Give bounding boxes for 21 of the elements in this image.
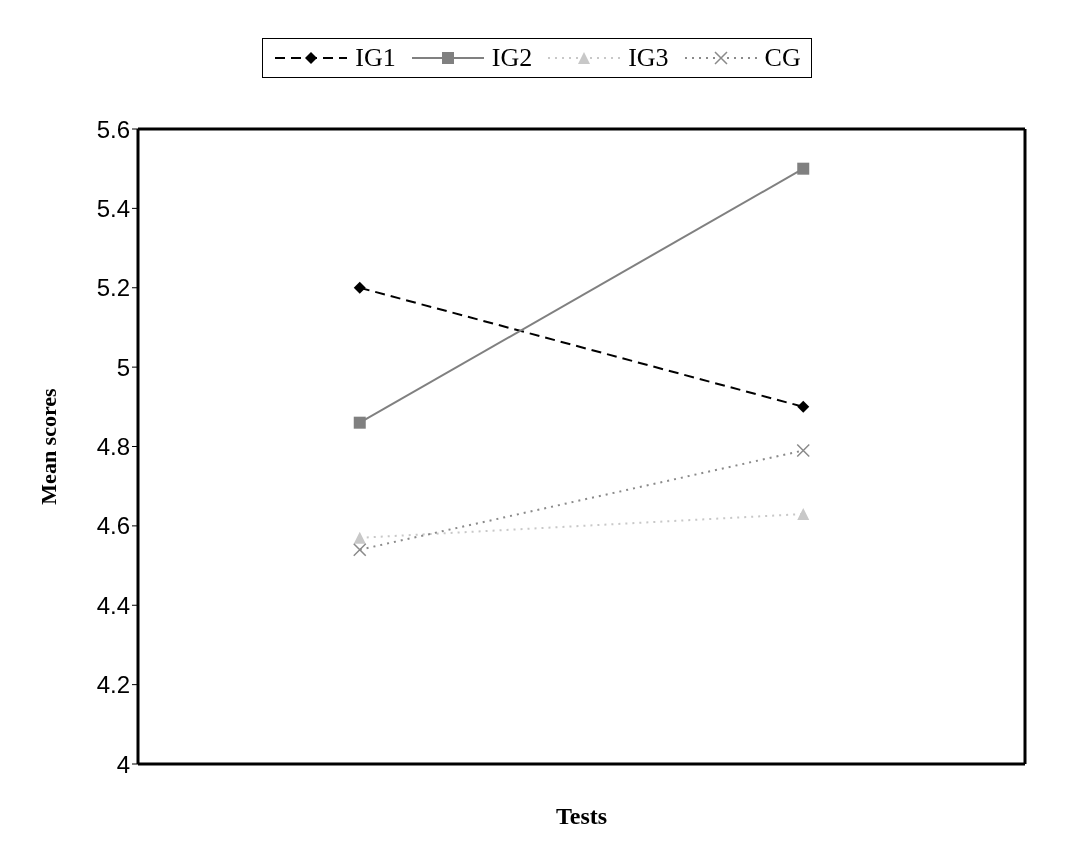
legend-label: IG2 — [491, 43, 533, 73]
y-tick-label: 4.4 — [96, 591, 130, 619]
y-tick-label: 5.2 — [96, 274, 130, 302]
legend-label: IG1 — [355, 43, 396, 73]
y-tick-label: 5.6 — [96, 115, 130, 143]
point — [796, 443, 810, 458]
x-axis-title: Tests — [555, 803, 608, 829]
point — [353, 542, 367, 557]
y-axis-title: Mean scores — [35, 387, 61, 505]
legend-label: IG3 — [628, 43, 669, 73]
y-tick-label: 5.4 — [96, 194, 130, 222]
y-tick-label: 4.8 — [96, 433, 130, 461]
point — [797, 162, 810, 175]
y-tick-label: 4 — [116, 750, 130, 778]
point — [353, 416, 366, 429]
point — [353, 281, 366, 294]
legend-label: CG — [764, 43, 801, 73]
y-tick-label: 4.6 — [96, 512, 130, 540]
point — [797, 400, 810, 413]
y-tick-label: 5 — [116, 353, 130, 381]
y-tick-label: 4.2 — [96, 671, 130, 699]
